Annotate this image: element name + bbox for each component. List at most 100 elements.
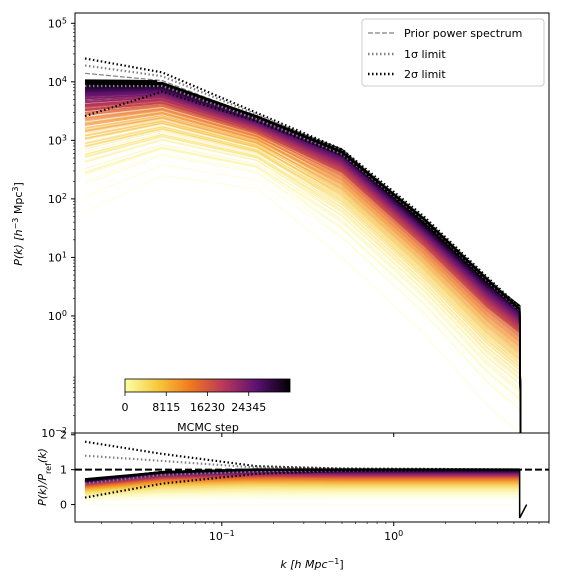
sample-curve xyxy=(84,115,522,433)
sample-curve xyxy=(84,152,521,433)
sample-curve xyxy=(84,128,522,433)
legend: Prior power spectrum 1σ limit 2σ limit xyxy=(361,18,545,87)
ratio-sample-curve xyxy=(84,481,520,490)
ratio-sample-curve xyxy=(84,483,520,492)
colorbar-tick-label: 0 xyxy=(122,401,129,414)
sample-curve xyxy=(84,107,522,433)
ratio-sample-curve xyxy=(84,481,520,490)
top-y-ticks: 105 104 103 102 101 100 10−2 xyxy=(41,16,75,440)
ratio-sample-curve xyxy=(84,482,520,491)
top-y-axis-label: P(k) [h−3 Mpc3] xyxy=(11,182,26,266)
ratio-sample-curve xyxy=(84,480,520,489)
sample-curve xyxy=(84,113,522,433)
y-tick-label: 10−2 xyxy=(41,426,67,441)
ratio-sample-curve xyxy=(84,486,520,493)
sample-curve xyxy=(84,120,522,433)
sample-curve xyxy=(84,111,522,433)
sample-curve xyxy=(84,108,522,433)
sample-curve xyxy=(84,139,522,433)
y-tick-label: 100 xyxy=(48,308,67,323)
sample-curve xyxy=(84,132,522,433)
ratio-sample-curve xyxy=(84,478,520,488)
ratio-sample-curve xyxy=(84,481,520,490)
sample-curve xyxy=(84,120,522,433)
ratio-sample-curve xyxy=(84,477,520,487)
sample-curve xyxy=(84,109,522,433)
ratio-sample-curve xyxy=(84,482,520,491)
ratio-sample-curve xyxy=(84,478,520,488)
sample-curve xyxy=(84,135,522,433)
ratio-sample-curve xyxy=(84,492,520,498)
sample-curve xyxy=(84,115,522,433)
ratio-sample-curve xyxy=(84,478,520,488)
top-sample-curves xyxy=(84,82,522,433)
sample-curve xyxy=(84,117,522,433)
ratio-sample-curve xyxy=(84,484,520,492)
ratio-sample-curve xyxy=(84,483,520,492)
ratio-sample-curve xyxy=(84,494,520,499)
ratio-sample-curve xyxy=(84,491,520,497)
sample-curve xyxy=(84,108,522,433)
sample-curve xyxy=(84,128,522,433)
sample-curve xyxy=(84,147,522,433)
sample-curve xyxy=(84,127,522,433)
sample-curve xyxy=(84,106,522,433)
sample-curve xyxy=(84,107,522,433)
sample-curve xyxy=(84,109,522,433)
ratio-sample-curve xyxy=(84,481,520,490)
low-k-band xyxy=(84,79,158,86)
sample-curve xyxy=(84,133,522,433)
sample-curve xyxy=(84,121,522,433)
sample-curve xyxy=(84,117,522,433)
top-summary-lines xyxy=(84,57,521,313)
sample-curve xyxy=(84,111,522,433)
sample-curve xyxy=(84,110,522,433)
sample-curve xyxy=(84,117,522,433)
sample-curve xyxy=(84,105,522,433)
ratio-mean xyxy=(84,468,520,481)
ratio-sample-curve xyxy=(84,485,520,493)
ratio-sample-curve xyxy=(84,476,520,487)
ratio-y-tick-label: 2 xyxy=(60,429,67,442)
sample-curve xyxy=(84,105,522,433)
ratio-y-tick-label: 0 xyxy=(60,499,67,512)
ratio-sample-curve xyxy=(84,479,520,489)
sample-curve xyxy=(84,133,522,433)
sample-curve xyxy=(84,123,522,433)
sample-curve xyxy=(84,126,522,433)
ratio-sample-curve xyxy=(84,485,520,493)
ratio-sample-curve xyxy=(84,483,520,492)
ratio-sample-curve xyxy=(84,484,520,492)
sample-curve xyxy=(84,103,522,433)
ratio-sample-curve xyxy=(84,478,520,488)
colorbar-gradient xyxy=(124,378,291,393)
sample-curve xyxy=(84,146,522,433)
legend-2sigma-label: 2σ limit xyxy=(404,68,446,81)
sample-curve xyxy=(84,107,522,433)
x-tick-label: 10−1 xyxy=(209,529,235,544)
sample-curve xyxy=(84,112,522,433)
sample-curve xyxy=(84,98,522,433)
ratio-sample-curve xyxy=(84,489,520,496)
colorbar-tick-label: 24345 xyxy=(231,401,266,414)
sample-curve xyxy=(84,118,522,433)
sample-curve xyxy=(84,113,522,433)
x-tick-label: 100 xyxy=(384,529,403,544)
ratio-sample-curve xyxy=(84,496,520,500)
ratio-sample-curve xyxy=(84,481,520,490)
ratio-sample-curve xyxy=(84,488,520,495)
sample-curve xyxy=(84,164,521,433)
ratio-y-tick-label: 1 xyxy=(60,464,67,477)
ratio-sample-curve xyxy=(84,484,520,492)
y-tick-label: 104 xyxy=(48,74,67,89)
ratio-upper-2sigma xyxy=(84,440,520,471)
ratio-sample-curve xyxy=(84,490,520,497)
sample-curve xyxy=(84,112,522,433)
sample-curve xyxy=(84,113,522,433)
sample-curve xyxy=(84,116,522,433)
x-axis-label: k [h Mpc−1] xyxy=(280,557,343,572)
ratio-sample-curve xyxy=(84,482,520,491)
top-panel: 105 104 103 102 101 100 10−2 P(k) [h−3 Mpc3] P… xyxy=(11,12,550,440)
sample-curve xyxy=(84,128,522,433)
sample-curve xyxy=(84,138,522,433)
